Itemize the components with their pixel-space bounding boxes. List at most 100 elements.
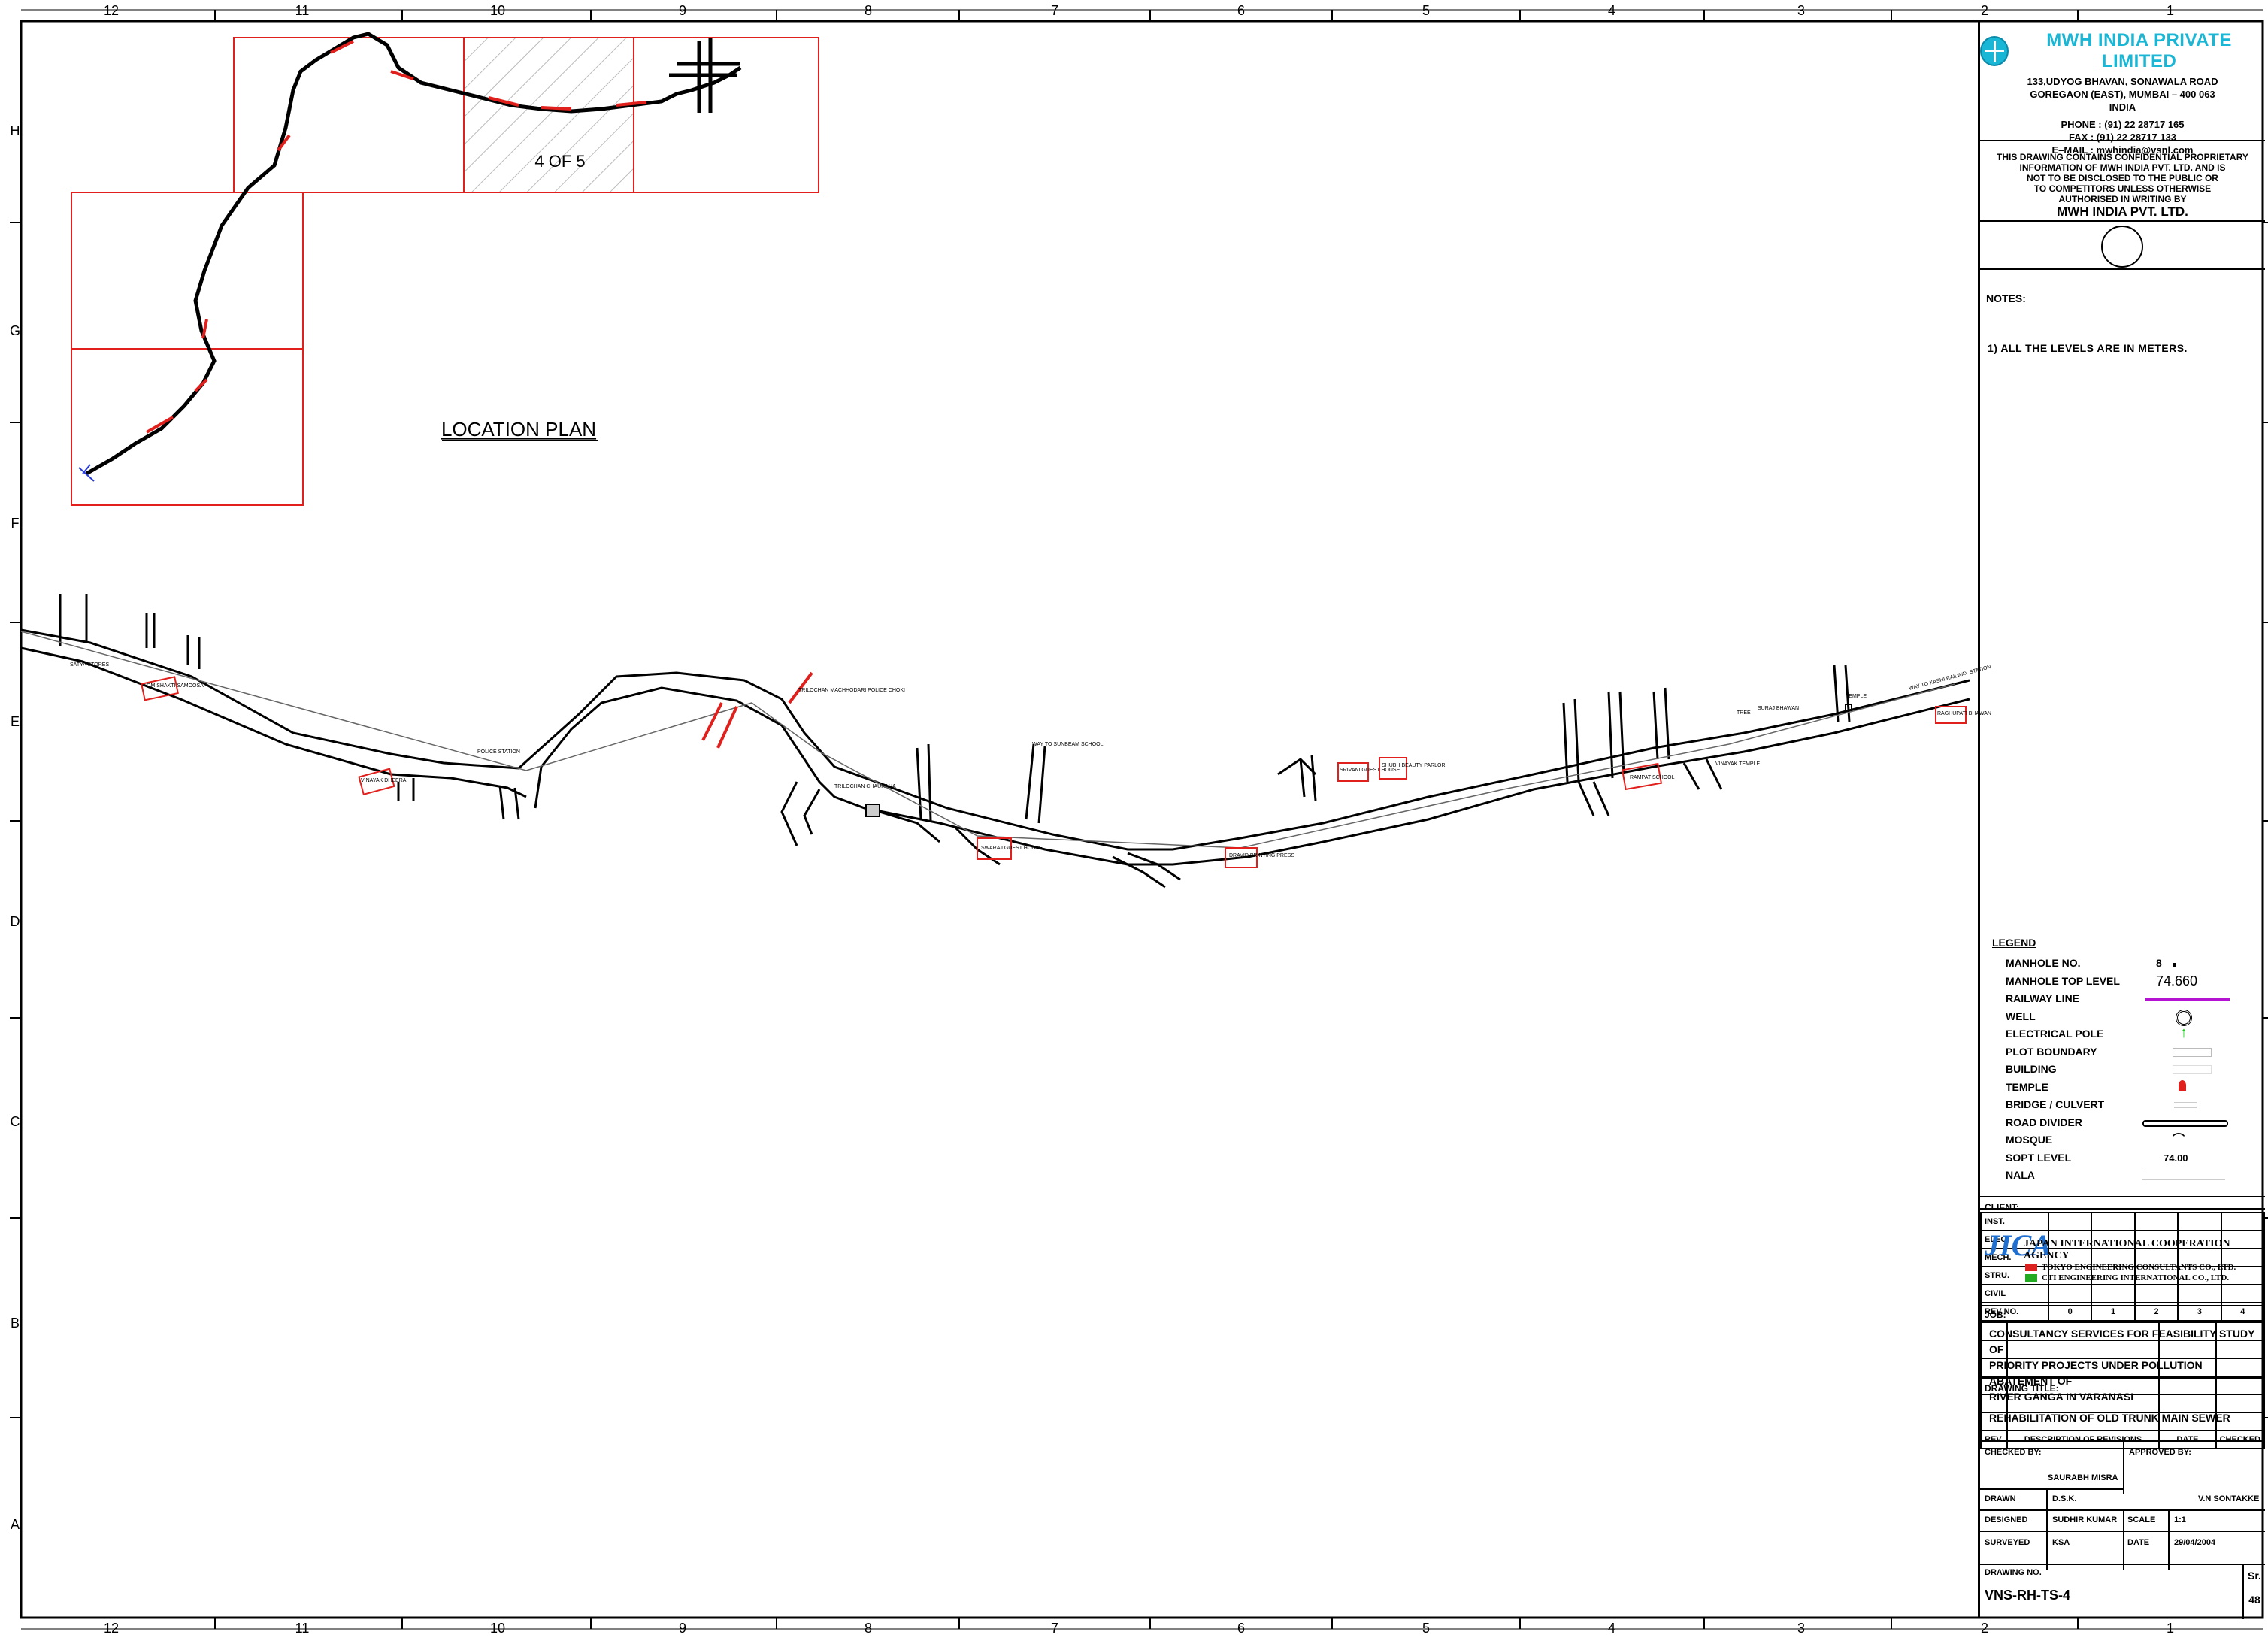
conf-line-1: THIS DRAWING CONTAINS CONFIDENTIAL PROPR… xyxy=(1997,152,2248,162)
notes-title: NOTES: xyxy=(1986,292,2026,304)
rev-footer-description: DESCRIPTION OF REVISIONS xyxy=(2006,1430,2161,1449)
job-line-2: PRIORITY PROJECTS UNDER POLLUTION ABATEM… xyxy=(1989,1359,2203,1387)
col-label-top-2: 2 xyxy=(1981,3,1988,18)
col-label-top-4: 4 xyxy=(1608,3,1615,18)
map-label-6: WAY TO SUNBEAM SCHOOL xyxy=(1032,742,1104,747)
drawing-no: VNS-RH-TS-4 xyxy=(1985,1588,2071,1603)
tec-logo-icon xyxy=(2025,1264,2037,1272)
col-label-top-8: 8 xyxy=(865,3,872,18)
company-email: E–MAIL : mwhindia@vsnl.com xyxy=(2051,144,2194,156)
map-label-4: TRILOCHAN MACHHODARI POLICE CHOKI xyxy=(798,688,905,693)
col-label-bottom-9: 9 xyxy=(679,1621,686,1636)
col-label-top-10: 10 xyxy=(490,3,505,18)
scale-label: SCALE xyxy=(2127,1515,2156,1524)
legend: LEGEND MANHOLE NO. 8 MANHOLE TOP LEVEL 7… xyxy=(1992,937,2255,1185)
map-label-16: POLICE STATION xyxy=(477,749,520,755)
row-label-C: C xyxy=(11,1114,20,1129)
title-block: MWH INDIA PRIVATE LIMITED 133,UDYOG BHAV… xyxy=(1978,21,2266,1619)
legend-manhole-top-value: 74.660 xyxy=(2156,973,2198,989)
notes-section: NOTES: 1) ALL THE LEVELS ARE IN METERS. … xyxy=(1980,270,2266,1449)
legend-building: BUILDING xyxy=(2006,1063,2057,1075)
row-label-H: H xyxy=(11,123,20,138)
route-annotations xyxy=(146,40,647,434)
col-label-top-3: 3 xyxy=(1797,3,1805,18)
location-plan: 4 OF 5 LOCATION PLAN xyxy=(71,32,819,506)
legend-temple: TEMPLE xyxy=(2006,1080,2048,1093)
map-label-3: VINAYAK DHEERA xyxy=(361,778,407,783)
legend-railway: RAILWAY LINE xyxy=(2006,992,2080,1004)
legend-plot-boundary: PLOT BOUNDARY xyxy=(2006,1045,2097,1058)
col-label-bottom-5: 5 xyxy=(1422,1621,1430,1636)
side-lanes xyxy=(59,594,1851,824)
drawing-title-section: DRAWING TITLE: REHABILITATION OF OLD TRU… xyxy=(1980,1379,2265,1442)
sewer-route-overview xyxy=(85,32,742,476)
well-icon xyxy=(2142,1008,2240,1026)
company-block: MWH INDIA PRIVATE LIMITED 133,UDYOG BHAV… xyxy=(1980,21,2265,156)
sheet-serial: Sr. 48 xyxy=(2242,1565,2265,1619)
map-label-8: DRAVID PRINTING PRESS xyxy=(1229,853,1294,858)
sheet-index-grid xyxy=(71,37,819,506)
conf-line-5: AUTHORISED IN WRITING BY xyxy=(2058,194,2187,204)
map-label-18: VINAYAK TEMPLE xyxy=(1715,761,1760,767)
col-label-top-1: 1 xyxy=(2167,3,2174,18)
consultant-1: TOKYO ENGINEERING CONSULTANTS CO., LTD. xyxy=(2042,1263,2236,1272)
map-label-1: SATYA STORES xyxy=(70,662,109,668)
plot-boundary-icon xyxy=(2142,1043,2240,1061)
col-label-top-12: 12 xyxy=(104,3,119,18)
job-line-1: CONSULTANCY SERVICES FOR FEASIBILITY STU… xyxy=(1989,1328,2255,1355)
legend-title: LEGEND xyxy=(1992,937,2036,949)
drawing-title-label: DRAWING TITLE: xyxy=(1985,1383,2059,1394)
col-label-top-9: 9 xyxy=(679,3,686,18)
disc-mech: MECH. xyxy=(1980,1248,2049,1267)
client-agency: JAPAN INTERNATIONAL COOPERATION AGENCY xyxy=(2024,1238,2230,1261)
building-icon xyxy=(2142,1061,2240,1078)
approved-by: V.N SONTAKKE xyxy=(2198,1494,2260,1503)
current-sheet-hatch xyxy=(464,38,634,192)
sr-label: Sr. xyxy=(2248,1570,2261,1582)
row-label-A: A xyxy=(11,1517,20,1532)
conf-line-4: TO COMPETITORS UNLESS OTHERWISE xyxy=(2033,183,2212,194)
location-plan-title: LOCATION PLAN xyxy=(441,418,596,441)
conf-line-2: INFORMATION OF MWH INDIA PVT. LTD. AND I… xyxy=(2019,162,2226,173)
confidential-notice: THIS DRAWING CONTAINS CONFIDENTIAL PROPR… xyxy=(1980,141,2265,222)
disc-stru: STRU. xyxy=(1980,1266,2049,1285)
legend-electrical-pole: ELECTRICAL POLE xyxy=(2006,1028,2104,1040)
rev-footer-date: DATE xyxy=(2158,1430,2217,1449)
junction-roads xyxy=(669,38,740,113)
map-label-10: SHUBH BEAUTY PARLOR xyxy=(1382,763,1446,768)
road-branch-trilochan xyxy=(780,781,821,846)
address-line-1: 133,UDYOG BHAVAN, SONAWALA ROAD xyxy=(2027,76,2218,87)
date: 29/04/2004 xyxy=(2174,1538,2216,1547)
sr-value: 48 xyxy=(2248,1594,2260,1606)
legend-mosque: MOSQUE xyxy=(2006,1134,2053,1146)
job-section: JOB: CONSULTANCY SERVICES FOR FEASIBILIT… xyxy=(1980,1305,2265,1403)
rev-footer-checked: CHECKED xyxy=(2215,1430,2266,1449)
col-label-bottom-3: 3 xyxy=(1797,1621,1805,1636)
signature-block: CHECKED BY: SAURABH MISRA APPROVED BY: V… xyxy=(1980,1442,2265,1570)
row-ticks xyxy=(10,222,2268,1418)
map-label-17: TREE xyxy=(1737,710,1751,716)
checked-by: SAURABH MISRA xyxy=(2048,1473,2118,1482)
drawn-label: DRAWN xyxy=(1985,1494,2016,1503)
stamp-circle-box xyxy=(1980,223,2265,270)
disc-inst: INST. xyxy=(1980,1212,2049,1231)
col-label-top-7: 7 xyxy=(1051,3,1058,18)
row-label-E: E xyxy=(11,714,20,729)
legend-road-divider: ROAD DIVIDER xyxy=(2006,1116,2082,1128)
well-marker xyxy=(865,804,880,817)
row-label-G: G xyxy=(10,323,20,338)
road-edge-north xyxy=(20,628,1970,851)
legend-sopt-level: SOPT LEVEL xyxy=(2006,1151,2072,1164)
col-label-bottom-11: 11 xyxy=(295,1621,310,1636)
legend-nala: NALA xyxy=(2006,1169,2035,1181)
map-label-15: RAGHUPATI BHAWAN xyxy=(1937,711,1991,716)
col-label-bottom-6: 6 xyxy=(1237,1621,1245,1636)
revision-grid: INST. ELEC. MECH. STRU. CIVIL REV NO. 0 … xyxy=(1980,1212,2266,1449)
map-label-5: TRILOCHAN CHAURAHA xyxy=(834,784,896,789)
col-label-bottom-12: 12 xyxy=(104,1621,119,1636)
temple-icon xyxy=(2142,1079,2240,1096)
legend-manhole-top: MANHOLE TOP LEVEL xyxy=(2006,974,2120,987)
company-phone: PHONE : (91) 22 28717 165 xyxy=(2061,119,2185,130)
col-label-bottom-1: 1 xyxy=(2167,1621,2174,1636)
